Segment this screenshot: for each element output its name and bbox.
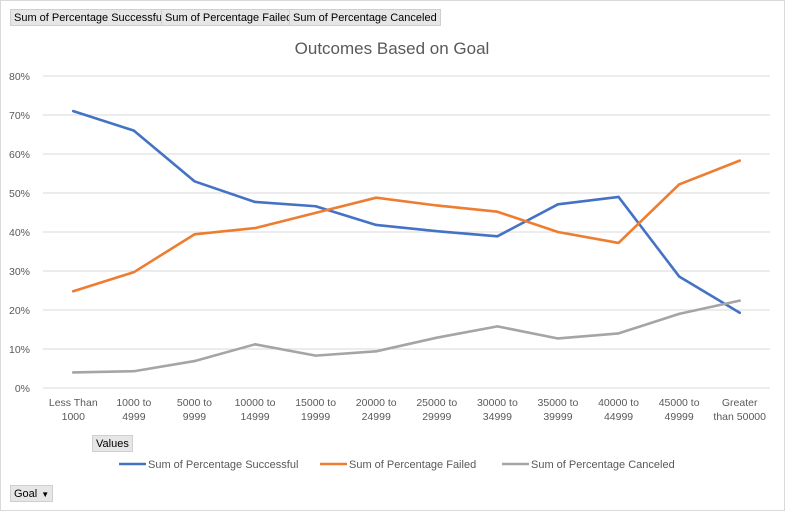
data-point[interactable] bbox=[556, 203, 560, 206]
data-point[interactable] bbox=[738, 159, 741, 162]
data-point[interactable] bbox=[132, 129, 136, 132]
grid-layer bbox=[43, 75, 770, 389]
data-point[interactable] bbox=[375, 223, 378, 227]
data-point[interactable] bbox=[435, 336, 438, 339]
data-point[interactable] bbox=[72, 371, 75, 374]
data-point[interactable] bbox=[375, 196, 378, 199]
data-point[interactable] bbox=[617, 241, 620, 245]
data-point[interactable] bbox=[677, 275, 681, 278]
y-tick-label: 80% bbox=[9, 71, 30, 83]
y-tick-label: 40% bbox=[9, 227, 30, 239]
data-point[interactable] bbox=[435, 204, 438, 207]
data-point[interactable] bbox=[132, 270, 136, 274]
data-point[interactable] bbox=[677, 183, 681, 186]
data-point[interactable] bbox=[314, 211, 317, 215]
goal-field-button[interactable]: Goal ▼ bbox=[10, 485, 54, 502]
x-tick-label: Less Than 1000 bbox=[49, 397, 98, 423]
data-point[interactable] bbox=[496, 210, 499, 213]
y-tick-label: 30% bbox=[9, 266, 30, 278]
field-button-successful[interactable]: Sum of Percentage Successful bbox=[10, 9, 169, 26]
legend-label: Sum of Percentage Successful bbox=[148, 459, 298, 471]
x-tick-label: 5000 to 9999 bbox=[177, 397, 212, 423]
data-point[interactable] bbox=[617, 195, 620, 199]
values-field-button[interactable]: Values bbox=[92, 435, 133, 452]
data-point[interactable] bbox=[253, 343, 257, 346]
x-tick-label: 20000 to 24999 bbox=[356, 397, 397, 423]
x-tick-label: Greater than 50000 bbox=[713, 397, 766, 423]
x-tick-label: 40000 to 44999 bbox=[598, 397, 639, 423]
series-line-1[interactable] bbox=[71, 159, 742, 293]
y-tick-label: 60% bbox=[9, 149, 30, 161]
x-tick-label: 25000 to 29999 bbox=[416, 397, 457, 423]
x-tick-label: 45000 to 49999 bbox=[659, 397, 700, 423]
x-tick-label: 10000 to 14999 bbox=[235, 397, 276, 423]
y-tick-label: 0% bbox=[15, 383, 30, 395]
series-line-0[interactable] bbox=[71, 109, 742, 315]
x-tick-label: 1000 to 4999 bbox=[116, 397, 151, 423]
y-tick-label: 50% bbox=[9, 188, 30, 200]
data-point[interactable] bbox=[617, 332, 620, 335]
data-point[interactable] bbox=[496, 325, 499, 328]
data-point[interactable] bbox=[314, 205, 317, 208]
chevron-down-icon[interactable]: ▼ bbox=[41, 490, 50, 499]
data-point[interactable] bbox=[132, 370, 136, 373]
x-axis: Less Than 1000 1000 to 4999 5000 to 9999 10000… bbox=[49, 397, 766, 423]
data-point[interactable] bbox=[253, 200, 257, 204]
data-point[interactable] bbox=[556, 230, 560, 234]
data-point[interactable] bbox=[193, 233, 196, 236]
data-point[interactable] bbox=[677, 312, 681, 316]
y-tick-label: 10% bbox=[9, 344, 30, 356]
legend-label: Sum of Percentage Failed bbox=[349, 459, 476, 471]
data-point[interactable] bbox=[496, 235, 499, 238]
data-point[interactable] bbox=[375, 350, 378, 353]
chart-title: Outcomes Based on Goal bbox=[295, 39, 490, 58]
x-tick-label: 30000 to 34999 bbox=[477, 397, 518, 423]
y-axis: 0% 10% 20% 30% 40% 50% 60% 70% 80% bbox=[9, 71, 30, 395]
y-tick-label: 20% bbox=[9, 305, 30, 317]
legend: Sum of Percentage Successful Sum of Perce… bbox=[119, 459, 675, 471]
data-point[interactable] bbox=[72, 109, 75, 113]
y-tick-label: 70% bbox=[9, 110, 30, 122]
data-point[interactable] bbox=[72, 290, 75, 293]
series-line-2[interactable] bbox=[71, 299, 742, 374]
legend-label: Sum of Percentage Canceled bbox=[531, 459, 675, 471]
x-tick-label: 35000 to 39999 bbox=[538, 397, 579, 423]
data-point[interactable] bbox=[738, 311, 741, 314]
field-button-canceled[interactable]: Sum of Percentage Canceled bbox=[289, 9, 441, 26]
data-point[interactable] bbox=[193, 359, 196, 363]
data-point[interactable] bbox=[738, 299, 741, 302]
data-point[interactable] bbox=[253, 226, 257, 230]
data-point[interactable] bbox=[193, 180, 196, 183]
series-layer bbox=[71, 109, 742, 374]
x-tick-label: 15000 to 19999 bbox=[295, 397, 336, 423]
data-point[interactable] bbox=[314, 354, 317, 357]
data-point[interactable] bbox=[435, 230, 438, 233]
data-point[interactable] bbox=[556, 337, 560, 340]
goal-field-label: Goal bbox=[14, 488, 38, 500]
field-button-failed[interactable]: Sum of Percentage Failed bbox=[161, 9, 297, 26]
